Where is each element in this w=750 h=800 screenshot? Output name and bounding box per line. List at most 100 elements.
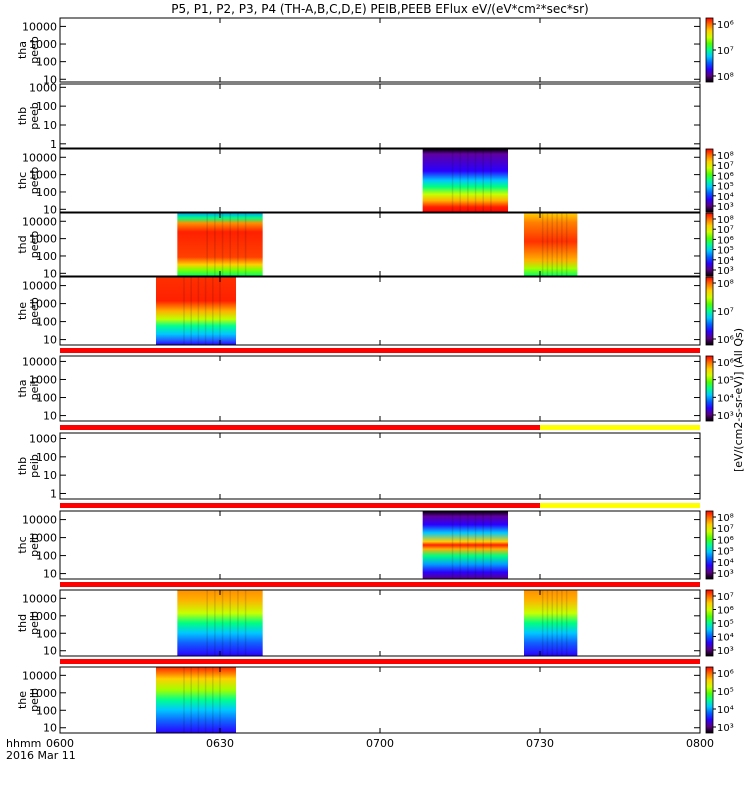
- status-bar-segment: [60, 425, 540, 430]
- colorbar-tick-label: 10⁷: [717, 46, 734, 57]
- x-axis-label-hhmm: hhmm: [6, 737, 41, 750]
- panel-frame: [59, 510, 701, 580]
- y-tick-label: 100: [36, 451, 57, 464]
- colorbar-tick-label: 10⁸: [717, 72, 734, 83]
- colorbar-tick-label: 10⁴: [717, 558, 734, 569]
- colorbar-tick-label: 10⁴: [717, 256, 734, 267]
- y-tick-label: 100: [36, 550, 57, 563]
- y-tick-label: 10000: [22, 215, 57, 228]
- y-tick-label: 1000: [29, 298, 57, 311]
- panel-frame: [59, 17, 701, 83]
- colorbar-tick-label: 10⁶: [717, 335, 734, 346]
- y-tick-label: 100: [36, 100, 57, 113]
- panel-frame: [59, 83, 701, 149]
- x-tick-label: 0730: [526, 737, 554, 750]
- panel-frame: [59, 148, 701, 213]
- y-tick-label: 10: [43, 568, 57, 581]
- y-axis-label: thd: [16, 235, 29, 253]
- spectrogram-block: [422, 511, 508, 579]
- y-axis-label: thb: [16, 457, 29, 475]
- y-tick-label: 100: [36, 250, 57, 263]
- panel-frame: [59, 212, 701, 277]
- colorbar-tick-label: 10³: [717, 266, 734, 277]
- colorbar-tick-label: 10⁵: [717, 182, 734, 193]
- y-tick-label: 1: [50, 487, 57, 500]
- spectrogram-block: [422, 149, 508, 212]
- y-axis-label: peeb: [28, 36, 41, 64]
- y-tick-label: 100: [36, 627, 57, 640]
- y-axis-label: thb: [16, 107, 29, 125]
- colorbar-tick-label: 10³: [717, 723, 734, 734]
- colorbar: [705, 355, 714, 422]
- x-tick-label: 0600: [46, 737, 74, 750]
- y-tick-label: 1000: [29, 81, 57, 94]
- y-tick-label: 1000: [29, 233, 57, 246]
- status-bar-segment: [60, 503, 540, 508]
- colorbar-tick-label: 10³: [717, 411, 734, 422]
- colorbar-tick-label: 10³: [717, 202, 734, 213]
- colorbar-tick-label: 10⁶: [717, 171, 734, 182]
- y-tick-label: 1000: [29, 373, 57, 386]
- x-tick-label: 0630: [206, 737, 234, 750]
- y-axis-label: peeb: [28, 231, 41, 259]
- y-axis-label: peib: [28, 611, 41, 635]
- y-tick-label: 100: [36, 56, 57, 69]
- status-bar-segment: [60, 348, 700, 353]
- y-axis-label: thc: [16, 536, 29, 553]
- colorbar-tick-label: 10⁵: [717, 376, 734, 387]
- colorbar: [705, 589, 714, 657]
- colorbar-axis-label: [eV/(cm2-s-sr-eV)] (All Qs): [732, 328, 745, 472]
- y-axis-label: thc: [16, 172, 29, 189]
- colorbar-tick-label: 10⁴: [717, 393, 734, 404]
- colorbar-tick-label: 10⁴: [717, 633, 734, 644]
- y-tick-label: 1: [50, 138, 57, 151]
- y-axis-label: tha: [16, 379, 29, 397]
- colorbar-tick-label: 10³: [717, 646, 734, 657]
- colorbar-tick-label: 10⁸: [717, 279, 734, 290]
- y-tick-label: 100: [36, 704, 57, 717]
- panel-thd_peib: 10 100 1000 10000 thd peib 10⁷ 10⁶ 10⁵ 10⁴ 10³: [16, 589, 734, 658]
- y-tick-label: 10000: [22, 151, 57, 164]
- y-tick-label: 10: [43, 73, 57, 86]
- colorbar-tick-label: 10⁷: [717, 225, 734, 236]
- y-tick-label: 1000: [29, 38, 57, 51]
- panel-tha_peeb: 10 100 1000 10000 tha peeb 10⁶ 10⁷ 10⁸: [16, 17, 734, 86]
- y-axis-label: thd: [16, 614, 29, 632]
- colorbar-tick-label: 10⁷: [717, 307, 734, 318]
- y-tick-label: 10000: [22, 514, 57, 527]
- figure-title: P5, P1, P2, P3, P4 (TH-A,B,C,D,E) PEIB,P…: [171, 2, 588, 16]
- y-tick-label: 10: [43, 645, 57, 658]
- y-tick-label: 10000: [22, 355, 57, 368]
- spectrogram-block: [524, 590, 578, 656]
- colorbar: [705, 276, 714, 346]
- colorbar-tick-label: 10⁵: [717, 547, 734, 558]
- colorbar: [705, 148, 714, 213]
- y-tick-label: 10: [43, 119, 57, 132]
- y-tick-label: 10: [43, 410, 57, 423]
- spectrogram-block: [177, 590, 263, 656]
- y-tick-label: 10000: [22, 280, 57, 293]
- y-tick-label: 1000: [29, 610, 57, 623]
- panel-frame: [59, 355, 701, 422]
- y-axis-label: tha: [16, 41, 29, 59]
- colorbar-tick-label: 10⁵: [717, 619, 734, 630]
- colorbar-tick-label: 10⁸: [717, 513, 734, 524]
- y-tick-label: 10000: [22, 20, 57, 33]
- spectrogram-block: [177, 213, 263, 276]
- y-tick-label: 10000: [22, 669, 57, 682]
- y-tick-label: 10000: [22, 592, 57, 605]
- colorbar-tick-label: 10³: [717, 569, 734, 580]
- y-tick-label: 10: [43, 334, 57, 347]
- panel-frame: [59, 589, 701, 657]
- y-tick-label: 100: [36, 186, 57, 199]
- colorbar-tick-label: 10⁵: [717, 687, 734, 698]
- colorbar-tick-label: 10⁷: [717, 524, 734, 535]
- y-axis-label: peeb: [28, 297, 41, 325]
- colorbar: [705, 17, 714, 83]
- y-axis-label: peib: [28, 533, 41, 557]
